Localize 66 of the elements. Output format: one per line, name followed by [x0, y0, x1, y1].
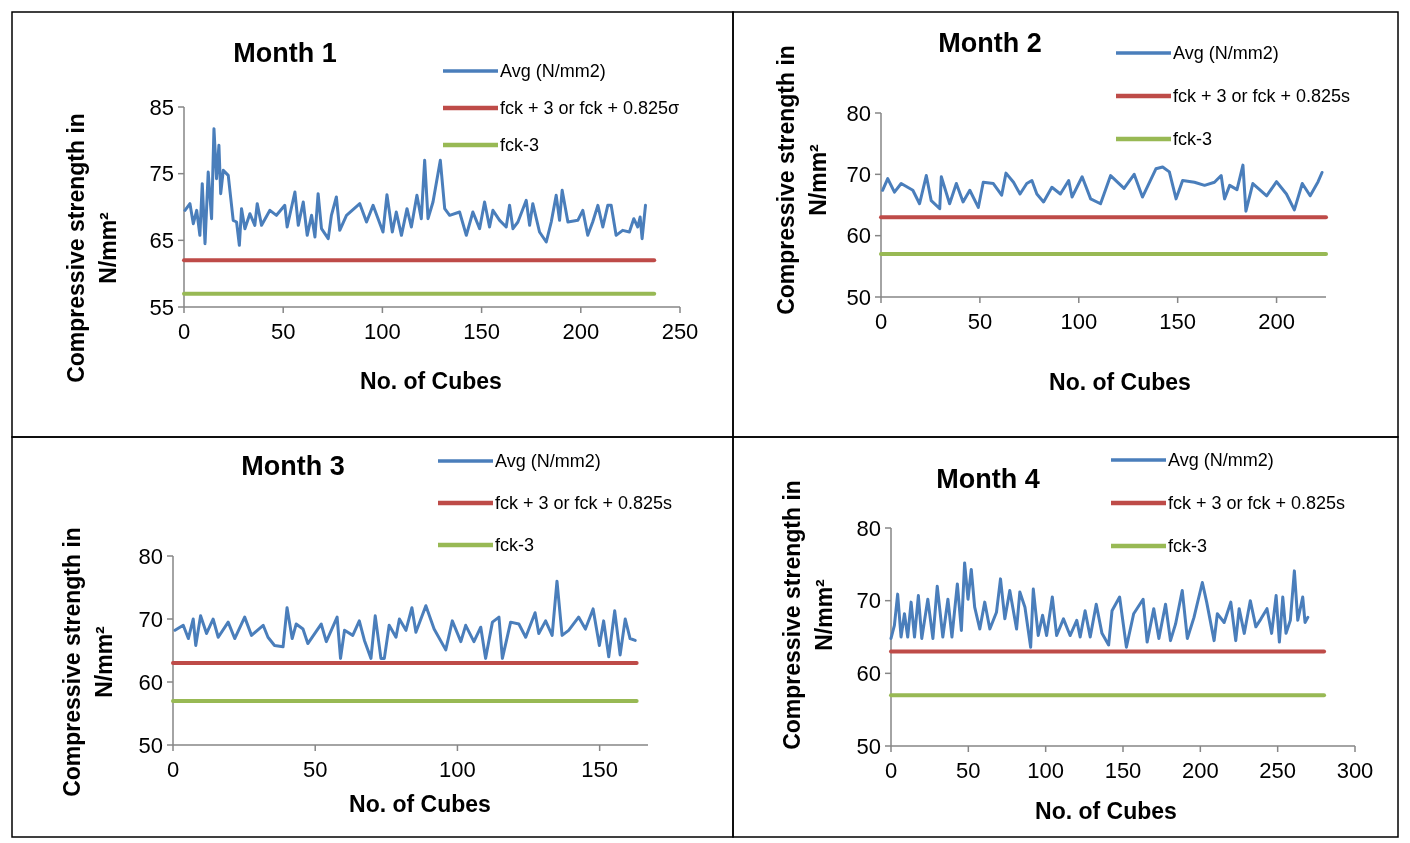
- y-tick-label: 70: [138, 606, 163, 632]
- y-tick-label: 50: [138, 732, 163, 758]
- chart-title: Month 3: [241, 451, 345, 481]
- line-series: [881, 163, 1324, 213]
- legend-label: fck + 3 or fck + 0.825s: [495, 493, 673, 514]
- y-tick-label: 60: [846, 223, 871, 249]
- y-tick-label: 70: [846, 162, 871, 188]
- y-tick-label: 50: [856, 733, 881, 759]
- line-series: [889, 561, 1310, 649]
- x-tick-label: 250: [1259, 758, 1297, 783]
- y-tick-label: 80: [138, 543, 163, 569]
- chart-title: Month 1: [233, 38, 337, 68]
- x-tick-label: 50: [956, 758, 981, 783]
- y-tick-label: 60: [138, 669, 163, 695]
- x-axis-title: No. of Cubes: [1035, 798, 1177, 824]
- x-tick-label: 50: [270, 319, 296, 344]
- y-axis-title: Compressive strength in N/mm²: [773, 45, 832, 315]
- x-tick-label: 300: [1336, 758, 1374, 783]
- legend-label: fck + 3 or fck + 0.825s: [1173, 86, 1351, 107]
- chart-title: Month 4: [936, 464, 1040, 494]
- x-tick-label: 150: [1104, 758, 1142, 783]
- x-axis-title: No. of Cubes: [360, 368, 502, 394]
- x-tick-label: 50: [967, 309, 993, 334]
- legend-label: fck-3: [500, 135, 540, 156]
- y-tick-label: 55: [149, 294, 174, 320]
- y-tick-label: 80: [846, 100, 871, 126]
- line-series: [183, 127, 647, 247]
- legend-label: fck-3: [1168, 536, 1208, 557]
- y-tick-label: 70: [856, 588, 881, 614]
- legend-label: fck + 3 or fck + 0.825σ: [500, 98, 680, 119]
- chart-title: Month 2: [938, 28, 1042, 58]
- legend-label: fck-3: [495, 535, 535, 556]
- legend-label: Avg (N/mm2): [495, 451, 601, 472]
- x-tick-label: 200: [1258, 309, 1295, 334]
- x-tick-label: 200: [1181, 758, 1219, 783]
- x-tick-label: 100: [1027, 758, 1065, 783]
- x-axis-title: No. of Cubes: [349, 791, 491, 817]
- x-tick-label: 150: [1159, 309, 1197, 334]
- y-axis-title: Compressive strength in N/mm²: [59, 527, 118, 797]
- legend-label: Avg (N/mm2): [1173, 43, 1279, 64]
- legend-label: Avg (N/mm2): [500, 61, 606, 82]
- x-tick-label: 0: [166, 757, 180, 782]
- x-tick-label: 200: [562, 319, 600, 344]
- x-tick-label: 100: [364, 319, 401, 344]
- x-tick-label: 250: [661, 319, 699, 344]
- x-tick-label: 0: [884, 758, 898, 783]
- x-axis-title: No. of Cubes: [1049, 369, 1191, 395]
- legend-label: fck-3: [1173, 129, 1213, 150]
- line-series: [173, 579, 637, 660]
- x-tick-label: 0: [874, 309, 888, 334]
- y-tick-label: 50: [846, 284, 871, 310]
- legend-label: fck + 3 or fck + 0.825s: [1168, 493, 1346, 514]
- y-tick-label: 60: [856, 661, 881, 687]
- y-tick-label: 80: [856, 515, 881, 541]
- y-tick-label: 75: [149, 161, 174, 187]
- x-tick-label: 100: [439, 757, 476, 782]
- x-tick-label: 150: [463, 319, 500, 344]
- y-axis-title: Compressive strength in N/mm²: [63, 113, 122, 383]
- y-tick-label: 65: [149, 228, 174, 254]
- x-tick-label: 150: [581, 757, 619, 782]
- x-tick-label: 0: [177, 319, 191, 344]
- x-tick-label: 50: [302, 757, 328, 782]
- y-axis-title: Compressive strength in N/mm²: [779, 480, 838, 750]
- x-tick-label: 100: [1060, 309, 1098, 334]
- y-tick-label: 85: [149, 94, 174, 120]
- legend-label: Avg (N/mm2): [1168, 450, 1274, 471]
